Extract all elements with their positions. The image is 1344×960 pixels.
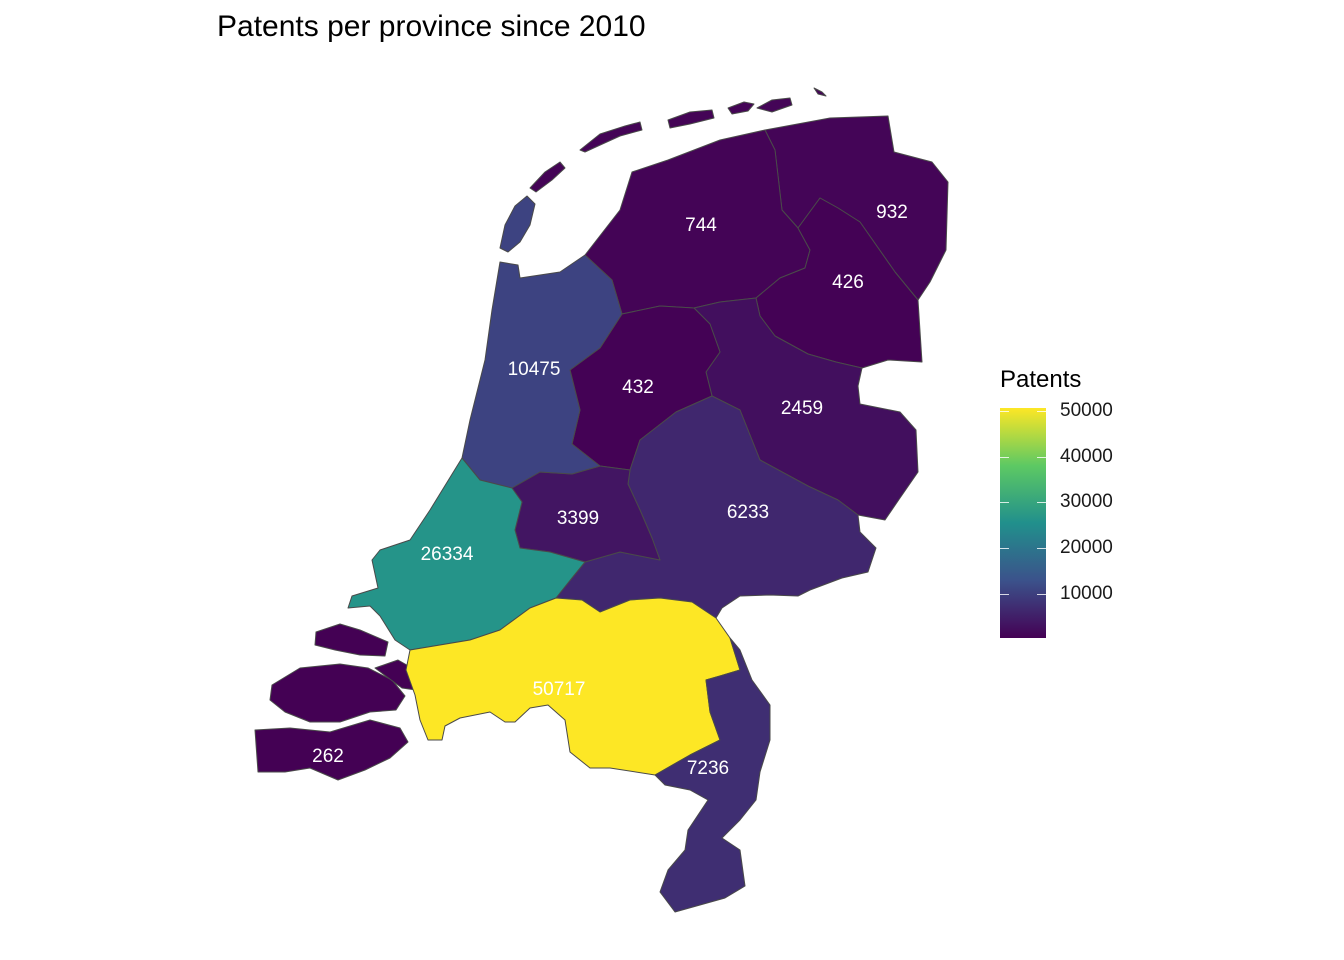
province-limburg[interactable]: [654, 637, 771, 913]
label-noord-brabant: 50717: [533, 679, 586, 700]
island-ameland[interactable]: [667, 109, 715, 129]
legend-tick-mark: [1000, 411, 1009, 413]
label-gelderland: 6233: [727, 502, 769, 523]
label-zuid-holland: 26334: [421, 544, 474, 565]
island-small[interactable]: [813, 87, 827, 97]
label-friesland: 744: [685, 215, 717, 236]
legend-tick-mark: [1000, 456, 1009, 458]
legend-tick-mark: [1037, 456, 1046, 458]
chart-title: Patents per province since 2010: [217, 10, 646, 43]
legend: Patents 10000 20000 30000 40000 50000: [1000, 366, 1113, 638]
legend-colorbar: [1000, 408, 1046, 638]
island-terschelling[interactable]: [579, 121, 643, 153]
label-limburg: 7236: [687, 758, 729, 779]
province-value-labels: 932 744 426 2459 432 6233 3399 10475 263…: [312, 202, 908, 779]
island-texel[interactable]: [499, 195, 536, 253]
label-flevoland: 432: [622, 377, 654, 398]
legend-tick-mark: [1037, 502, 1046, 504]
label-zeeland: 262: [312, 746, 344, 767]
province-zeeland-middle[interactable]: [269, 663, 406, 723]
label-drenthe: 426: [832, 272, 864, 293]
province-noord-holland[interactable]: [461, 254, 623, 489]
legend-tick-mark: [1037, 411, 1046, 413]
legend-title: Patents: [1000, 366, 1082, 393]
legend-tick-mark: [1000, 502, 1009, 504]
island-vlieland[interactable]: [529, 161, 566, 193]
legend-tick-label: 30000: [1060, 491, 1113, 513]
province-zeeland-north[interactable]: [314, 623, 389, 657]
legend-tick-mark: [1037, 593, 1046, 595]
legend-tick-mark: [1000, 548, 1009, 550]
label-noord-holland: 10475: [508, 359, 561, 380]
legend-tick-label: 10000: [1060, 582, 1113, 604]
island-schiermonnikoog[interactable]: [727, 101, 755, 115]
legend-tick-label: 40000: [1060, 445, 1113, 467]
label-overijssel: 2459: [781, 398, 823, 419]
legend-tick-label: 50000: [1060, 400, 1113, 422]
legend-tick-label: 20000: [1060, 537, 1113, 559]
province-zeeland-south[interactable]: [254, 719, 409, 781]
legend-tick-mark: [1000, 593, 1009, 595]
island-rottumeroog[interactable]: [756, 97, 793, 113]
label-utrecht: 3399: [557, 508, 599, 529]
label-groningen: 932: [876, 202, 908, 223]
legend-tick-mark: [1037, 548, 1046, 550]
